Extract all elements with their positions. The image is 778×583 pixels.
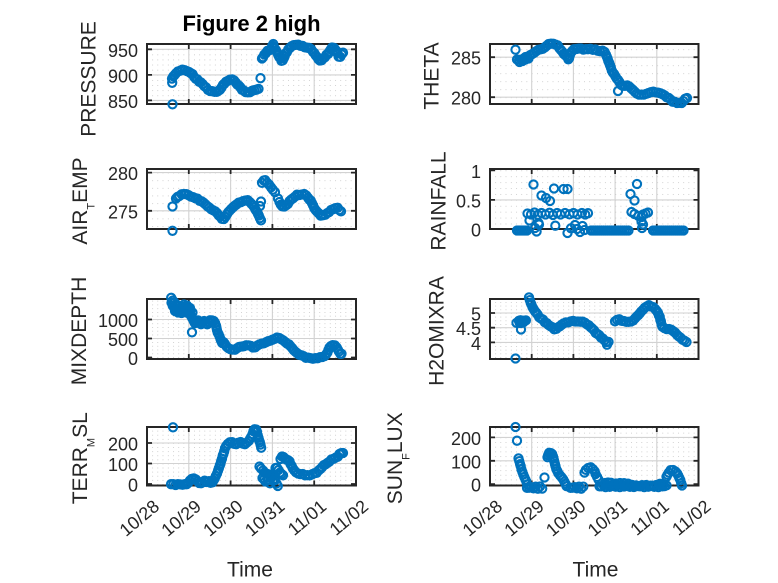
svg-text:1: 1 [471, 162, 481, 182]
svg-text:TERRM​SL: TERRM​SL [69, 412, 98, 504]
svg-text:100: 100 [451, 452, 481, 472]
svg-text:275: 275 [108, 202, 138, 222]
svg-text:0: 0 [128, 349, 138, 369]
svg-text:5: 5 [471, 305, 481, 325]
svg-text:950: 950 [108, 41, 138, 61]
svg-text:280: 280 [108, 164, 138, 184]
svg-text:AIRT​EMP: AIRT​EMP [69, 157, 98, 244]
svg-text:0: 0 [128, 476, 138, 496]
svg-text:280: 280 [451, 89, 481, 109]
svg-text:THETA: THETA [421, 42, 444, 109]
svg-text:MIXDEPTH: MIXDEPTH [68, 277, 91, 386]
svg-text:Figure 2 high: Figure 2 high [182, 11, 320, 36]
svg-text:RAINFALL: RAINFALL [428, 151, 451, 250]
svg-text:4: 4 [471, 334, 481, 354]
svg-text:285: 285 [451, 49, 481, 69]
svg-text:0: 0 [471, 221, 481, 241]
svg-text:200: 200 [451, 429, 481, 449]
svg-text:850: 850 [108, 92, 138, 112]
svg-text:H2OMIXRA: H2OMIXRA [426, 276, 449, 386]
svg-text:0: 0 [471, 476, 481, 496]
svg-text:PRESSURE: PRESSURE [78, 21, 101, 137]
svg-text:Time: Time [227, 559, 273, 582]
svg-text:100: 100 [108, 455, 138, 475]
svg-text:500: 500 [108, 330, 138, 350]
svg-text:1000: 1000 [98, 311, 138, 331]
svg-text:SUNF​LUX: SUNF​LUX [384, 412, 413, 504]
svg-text:200: 200 [108, 435, 138, 455]
svg-text:Time: Time [573, 559, 619, 582]
svg-text:0.5: 0.5 [456, 191, 481, 211]
svg-text:900: 900 [108, 66, 138, 86]
svg-text:4.5: 4.5 [456, 319, 481, 339]
